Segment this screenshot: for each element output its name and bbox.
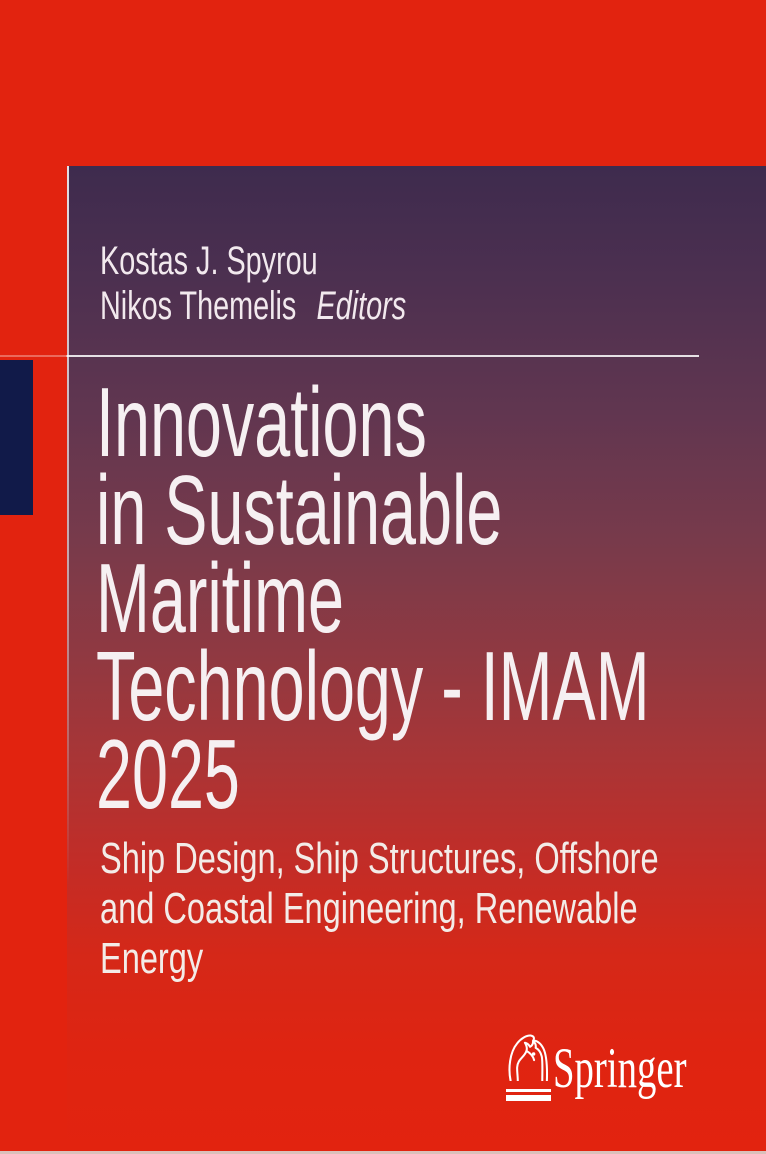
editors-role-label: Editors	[316, 284, 407, 328]
editor-line-2: Nikos Themelis Editors	[100, 284, 406, 329]
book-title-line-5: 2025	[96, 719, 240, 829]
panel-left-highlight	[67, 166, 69, 886]
book-subtitle: Ship Design, Ship Structures, Offshore a…	[100, 834, 659, 984]
book-title-line-3: Maritime	[96, 543, 344, 653]
book-subtitle-line-1: Ship Design, Ship Structures, Offshore	[100, 834, 659, 883]
publisher-name: Springer	[553, 1037, 687, 1100]
springer-horse-knight-icon	[508, 1034, 549, 1083]
springer-logo	[506, 1032, 551, 1101]
springer-logo-bar-thick	[506, 1095, 551, 1101]
book-title-line-2: in Sustainable	[96, 455, 503, 565]
editors-block: Kostas J. Spyrou Nikos Themelis Editors	[100, 239, 406, 329]
navy-accent-block	[0, 360, 33, 515]
book-title-line-4: Technology - IMAM	[96, 631, 650, 741]
editor-name-1: Kostas J. Spyrou	[100, 239, 318, 283]
editor-name-2: Nikos Themelis	[100, 284, 297, 328]
book-subtitle-line-2: and Coastal Engineering, Renewable	[100, 884, 638, 933]
book-title: Innovations in Sustainable Maritime Tech…	[96, 367, 650, 829]
book-title-line-1: Innovations	[96, 367, 427, 477]
book-subtitle-line-3: Energy	[100, 934, 204, 983]
cover-gradient-panel	[67, 166, 766, 1154]
editors-divider-rule	[0, 355, 699, 357]
bottom-edge-strip	[0, 1151, 766, 1154]
springer-logo-bar-thin	[506, 1089, 551, 1092]
